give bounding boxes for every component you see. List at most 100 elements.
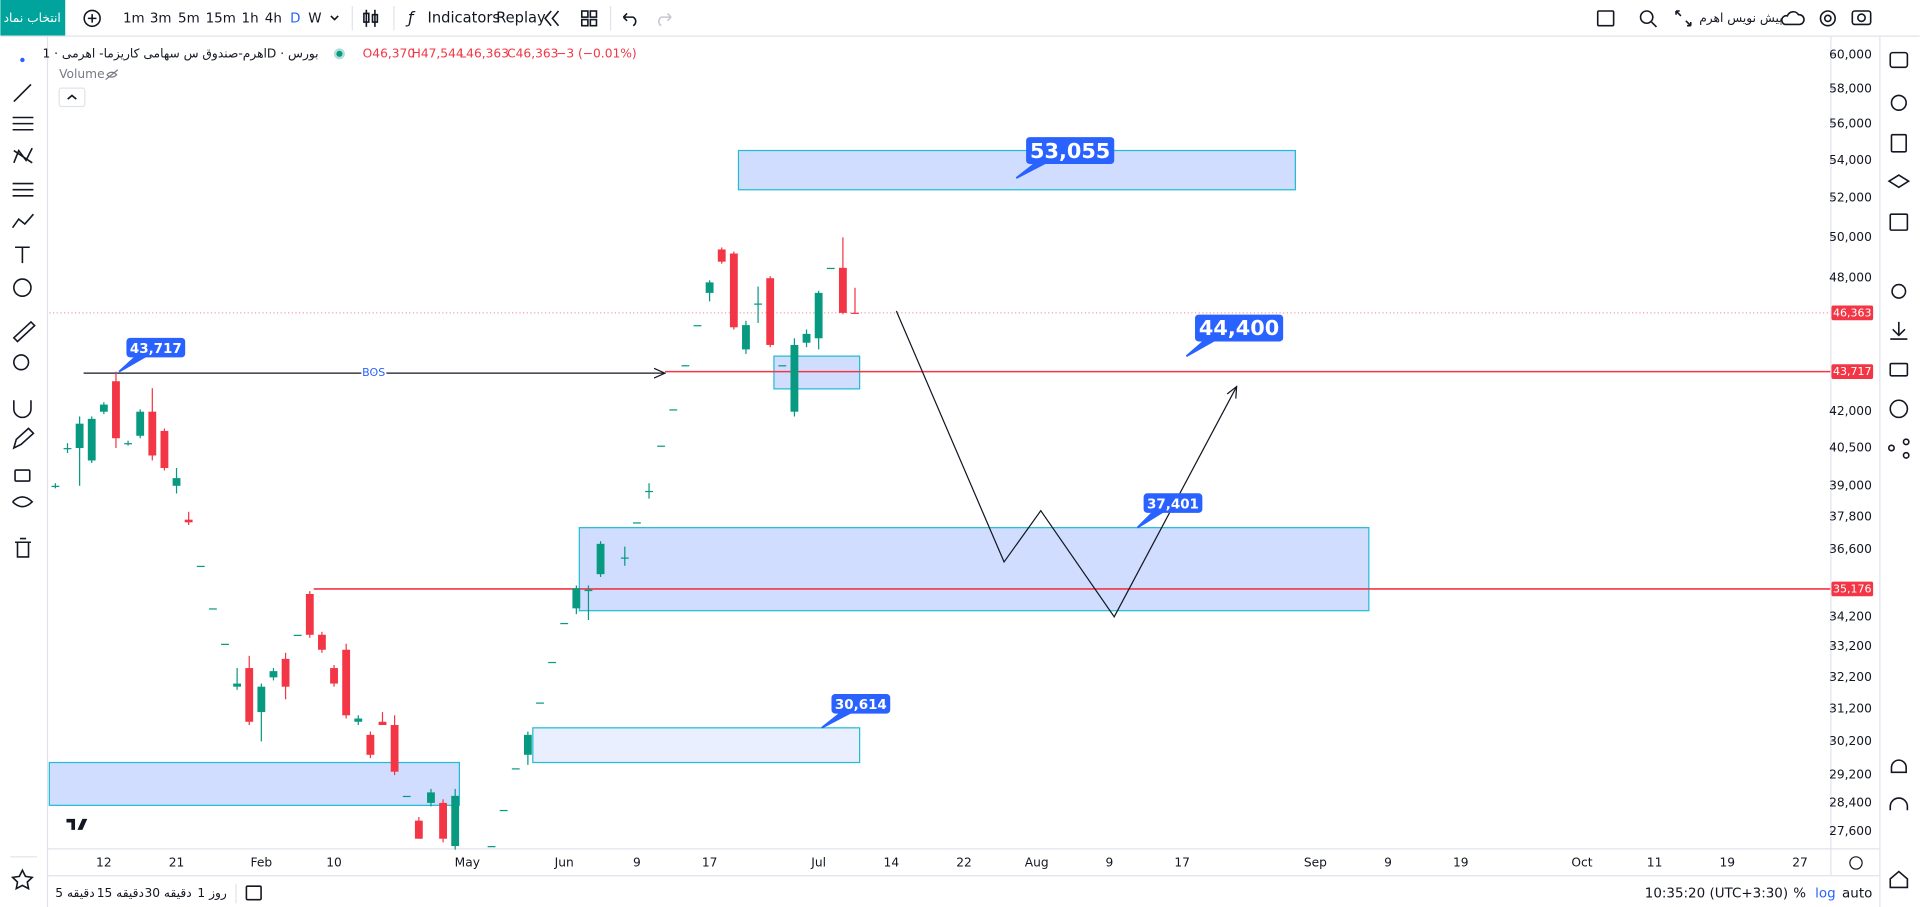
price-tag xyxy=(1831,305,1874,321)
candle-body xyxy=(233,683,242,687)
candle-body xyxy=(560,622,569,625)
market-status-dot xyxy=(336,50,343,57)
interval[interactable]: 1h xyxy=(242,11,259,26)
search-icon[interactable] xyxy=(1639,10,1654,25)
x-tick-label: Oct xyxy=(1571,855,1592,869)
symbol-button-label[interactable]: انتخاب نماد xyxy=(4,11,61,25)
shapes-tool[interactable] xyxy=(11,213,35,229)
interval[interactable]: 15m xyxy=(206,11,236,26)
cloud-icon[interactable] xyxy=(1780,10,1805,26)
indicators-button[interactable]: Indicators xyxy=(428,9,500,26)
emoji-tool[interactable] xyxy=(13,278,32,298)
interval[interactable]: 1m xyxy=(123,11,145,26)
chart-type-icon[interactable] xyxy=(363,9,379,27)
price-tag xyxy=(1831,581,1874,597)
pattern-tool[interactable] xyxy=(13,147,33,164)
x-tick-label: 9 xyxy=(1384,855,1392,869)
support-icon[interactable] xyxy=(1889,797,1909,811)
candle-body xyxy=(669,409,678,411)
callout-label: 30,614 xyxy=(835,698,887,713)
interval[interactable]: 5m xyxy=(178,11,200,26)
profile-icon[interactable] xyxy=(1889,399,1909,419)
layout-name[interactable]: پیش نویس اهرم xyxy=(1699,11,1782,26)
date-range-icon[interactable] xyxy=(245,885,262,901)
candle-body xyxy=(499,809,508,812)
download-icon[interactable] xyxy=(1890,321,1908,340)
callout-label: 43,717 xyxy=(130,342,182,357)
range-button[interactable]: 15 دقیقه xyxy=(97,886,144,900)
candle-body xyxy=(439,802,447,839)
callout-label: 53,055 xyxy=(1030,139,1110,163)
interval-dropdown[interactable] xyxy=(330,15,339,21)
range-button[interactable]: 1 روز xyxy=(197,886,227,901)
y-tick-label: 36,600 xyxy=(1829,542,1872,556)
snapshot-icon[interactable] xyxy=(1851,10,1872,26)
home-icon[interactable] xyxy=(1889,870,1909,889)
y-tick-label: 52,000 xyxy=(1829,191,1872,205)
share-icon[interactable] xyxy=(1887,444,1895,452)
redo-icon[interactable] xyxy=(658,12,672,27)
delete-tool[interactable] xyxy=(15,537,31,558)
candle-body xyxy=(257,686,266,713)
fullscreen-icon[interactable] xyxy=(1596,10,1615,27)
add-icon[interactable] xyxy=(83,9,101,28)
lock-tool[interactable] xyxy=(14,469,31,482)
y-tick-label: 27,600 xyxy=(1829,824,1872,838)
y-tick-label: 37,800 xyxy=(1829,510,1872,524)
interval[interactable]: 3m xyxy=(150,11,172,26)
candle-body xyxy=(293,634,302,637)
y-tick-label: 48,000 xyxy=(1829,271,1872,285)
notes-icon[interactable] xyxy=(1890,133,1907,153)
prediction-tool[interactable] xyxy=(12,182,34,197)
interval[interactable]: 4h xyxy=(265,11,282,26)
percent-toggle[interactable]: % xyxy=(1793,887,1806,902)
candle-body xyxy=(305,593,314,635)
card-icon[interactable] xyxy=(1889,362,1909,377)
volume-hidden-icon[interactable] xyxy=(105,69,119,81)
cursor-tool[interactable] xyxy=(20,57,25,63)
price-tag-label: 43,717 xyxy=(1833,365,1872,378)
undo-icon[interactable] xyxy=(622,12,637,27)
watchlist-icon[interactable] xyxy=(1889,51,1909,69)
text-tool[interactable] xyxy=(15,246,30,264)
candle-body xyxy=(729,253,738,328)
layers-icon[interactable] xyxy=(1887,174,1911,189)
tools-icon[interactable] xyxy=(1891,283,1907,299)
templates-icon[interactable] xyxy=(580,10,589,18)
favorites-tool[interactable] xyxy=(10,868,34,891)
candle-body xyxy=(99,404,108,412)
draw-mode-tool[interactable] xyxy=(12,427,35,450)
candle-body xyxy=(75,423,84,449)
collapse-button[interactable] xyxy=(58,87,86,108)
templates-icon xyxy=(589,10,598,18)
magnet-tool[interactable] xyxy=(13,400,32,419)
interval-active[interactable]: D xyxy=(290,11,300,26)
axis-settings-icon[interactable] xyxy=(1849,856,1863,870)
zoom-tool[interactable] xyxy=(13,354,30,371)
fx-icon[interactable]: ƒ xyxy=(405,8,416,27)
range-button[interactable]: 30 دقیقه xyxy=(144,886,191,900)
candle-body xyxy=(693,325,702,327)
alerts-icon[interactable] xyxy=(1890,94,1907,111)
candle-body xyxy=(221,643,229,645)
interval[interactable]: W xyxy=(308,11,321,26)
candle-body xyxy=(160,430,169,469)
log-toggle[interactable]: log xyxy=(1815,887,1836,902)
ruler-tool[interactable] xyxy=(12,320,36,343)
expand-icon[interactable] xyxy=(1675,10,1692,27)
notifications-icon[interactable] xyxy=(1890,759,1907,774)
settings-icon[interactable] xyxy=(1819,10,1836,27)
fib-tool[interactable] xyxy=(12,116,34,131)
calendar-icon[interactable] xyxy=(1889,213,1909,231)
candle-body xyxy=(87,418,96,461)
x-tick-label: 9 xyxy=(633,855,641,869)
hide-tool[interactable] xyxy=(12,496,34,508)
zone xyxy=(773,355,861,390)
symbol-button[interactable] xyxy=(0,0,66,36)
replay-button[interactable]: Replay xyxy=(496,9,546,26)
auto-toggle[interactable]: auto xyxy=(1842,887,1872,902)
range-button[interactable]: 5 دقیقه xyxy=(55,886,94,900)
trendline-tool[interactable] xyxy=(13,83,32,103)
projection-path xyxy=(895,310,1236,618)
